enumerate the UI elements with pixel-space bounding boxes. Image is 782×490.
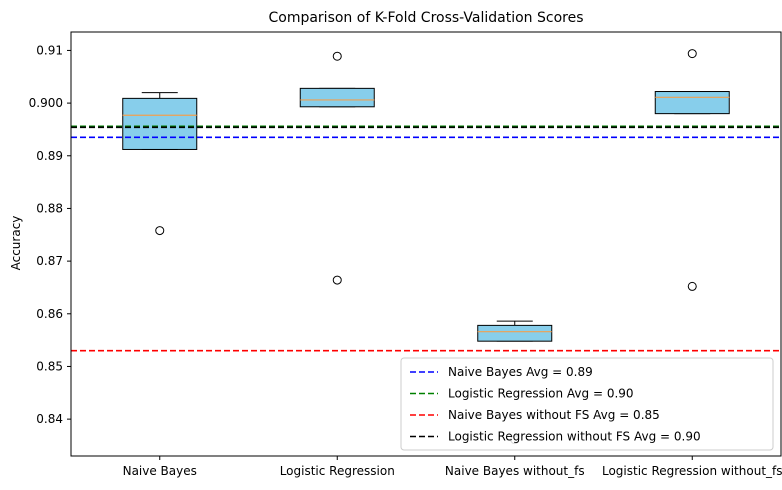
y-tick-label: 0.84 [36,412,63,426]
y-tick-label: 0.87 [36,254,63,268]
box-body [299,87,375,108]
y-tick-label: 0.900 [29,96,63,110]
box-flier [687,281,697,291]
y-tick-label: 0.88 [36,201,63,215]
y-tick-label: 0.86 [36,307,63,321]
box-body [477,324,553,342]
box-flier [332,275,342,285]
y-axis-label: Accuracy [9,216,23,271]
legend: Naive Bayes Avg = 0.89 Logistic Regressio… [400,357,774,451]
plot-area: 0.84 0.85 0.86 0.87 0.88 0.89 0.900 0.91 Naive B… [29,31,782,478]
box-body [654,91,730,115]
chart-title: Comparison of K-Fold Cross-Validation Sc… [268,10,583,26]
x-tick-label: Naive Bayes without_fs [445,464,585,478]
box-flier [687,49,697,59]
box-body [122,97,198,150]
x-tick-label: Logistic Regression without_fs [602,464,782,478]
legend-label: Naive Bayes without FS Avg = 0.85 [448,408,660,422]
box-flier [155,226,165,236]
legend-box [400,357,774,451]
legend-label: Logistic Regression Avg = 0.90 [448,387,634,401]
x-tick-label: Logistic Regression [280,464,395,478]
axes-frame [70,31,782,457]
legend-label: Naive Bayes Avg = 0.89 [448,365,593,379]
box-flier [332,51,342,61]
y-tick-label: 0.91 [36,43,63,57]
legend-label: Logistic Regression without FS Avg = 0.9… [448,430,701,444]
y-tick-label: 0.89 [36,149,63,163]
y-tick-label: 0.85 [36,359,63,373]
x-tick-label: Naive Bayes [123,464,197,478]
